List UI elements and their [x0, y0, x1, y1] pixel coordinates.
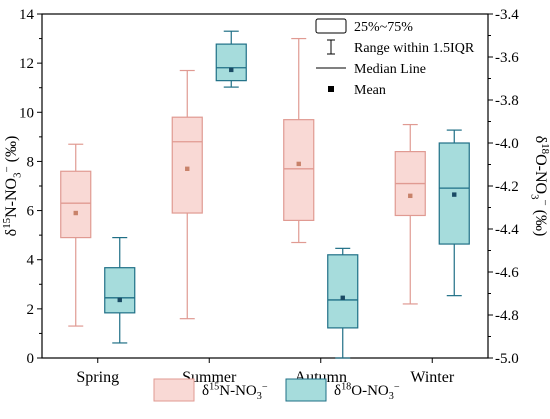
left-axis-title: δ15N-NO3− (‰) — [1, 136, 24, 237]
left-tick-label: 8 — [27, 154, 35, 170]
right-tick-label: -3.8 — [495, 93, 519, 109]
legend-box-key: 25%~75% Range within 1.5IQR Median Line Mea… — [315, 18, 475, 98]
legend-label: Median Line — [354, 62, 426, 77]
left-tick-label: 14 — [19, 7, 35, 23]
label-superscript: − — [538, 200, 550, 206]
mean-marker — [229, 67, 234, 73]
label-subscript: 3 — [389, 391, 394, 402]
right-tick-label: -4.6 — [495, 265, 519, 281]
left-axis: 0 2 4 6 8 10 12 14 — [19, 7, 42, 367]
right-tick-label: -4.2 — [495, 179, 519, 195]
mean-marker — [408, 193, 413, 199]
label-subscript: 3 — [257, 391, 262, 402]
legend-series-swatch — [153, 378, 195, 402]
x-tick-label: Summer — [182, 369, 237, 386]
right-tick-label: -3.4 — [495, 7, 519, 23]
label-part: (‰) — [3, 136, 20, 167]
mean-marker — [452, 192, 457, 197]
label-subscript: 3 — [11, 172, 23, 178]
label-part: δ — [3, 229, 20, 237]
right-axis: -3.4 -3.6 -3.8 -4.0 -4.2 -4.4 -4.6 -4.8 -5.0 — [488, 7, 519, 367]
iqr-box — [327, 254, 359, 329]
iqr-box — [104, 267, 136, 314]
iqr-box — [215, 43, 247, 82]
label-superscript: 18 — [341, 381, 351, 392]
legend-label: Mean — [354, 83, 386, 98]
x-tick-label: Spring — [76, 369, 119, 386]
label-superscript: − — [262, 382, 268, 393]
label-superscript: 18 — [539, 143, 550, 154]
mean-marker — [73, 210, 78, 216]
label-superscript: − — [394, 382, 400, 393]
mean-marker — [340, 295, 345, 300]
legend-series-swatch — [285, 378, 327, 402]
label-part: (‰) — [532, 206, 549, 237]
right-tick-label: -4.8 — [495, 308, 519, 324]
label-part: δ — [532, 136, 549, 144]
mean-marker — [296, 161, 301, 167]
left-tick-label: 4 — [27, 253, 35, 269]
left-tick-label: 12 — [19, 56, 34, 72]
x-tick-label: Winter — [410, 369, 454, 386]
label-part: N-NO — [3, 178, 20, 218]
right-tick-label: -3.6 — [495, 50, 519, 66]
legend-series-label: δ18O-NO3− — [334, 381, 400, 402]
label-subscript: 3 — [529, 194, 541, 200]
label-part: O-NO — [532, 154, 549, 194]
label-part: N-NO — [219, 383, 257, 399]
legend-label: 25%~75% — [354, 20, 413, 35]
right-tick-label: -5.0 — [495, 351, 519, 367]
right-axis-title: δ18O-NO3− (‰) — [529, 136, 550, 237]
right-tick-label: -4.0 — [495, 136, 519, 152]
label-part: O-NO — [351, 383, 389, 399]
left-tick-label: 2 — [27, 302, 35, 318]
label-superscript: − — [2, 166, 14, 172]
legend-series: δ15N-NO3− δ18O-NO3− — [153, 378, 400, 402]
label-part: δ — [334, 383, 341, 399]
right-tick-label: -4.4 — [495, 222, 519, 238]
mean-marker — [185, 166, 190, 171]
legend-box-symbol — [315, 18, 347, 34]
iqr-box — [171, 116, 203, 214]
iqr-box — [60, 170, 92, 239]
left-tick-label: 10 — [19, 105, 34, 121]
legend-mean-symbol — [328, 86, 334, 92]
legend-series-label: δ15N-NO3− — [202, 381, 268, 402]
left-tick-label: 6 — [27, 204, 35, 220]
series-d18o — [104, 30, 470, 359]
label-part: δ — [202, 383, 209, 399]
iqr-box — [283, 119, 315, 222]
mean-marker — [117, 297, 122, 303]
series-d15n — [60, 37, 426, 327]
label-superscript: 15 — [209, 381, 219, 392]
label-superscript: 15 — [1, 217, 13, 228]
left-tick-label: 0 — [27, 351, 35, 367]
legend-label: Range within 1.5IQR — [354, 41, 475, 56]
